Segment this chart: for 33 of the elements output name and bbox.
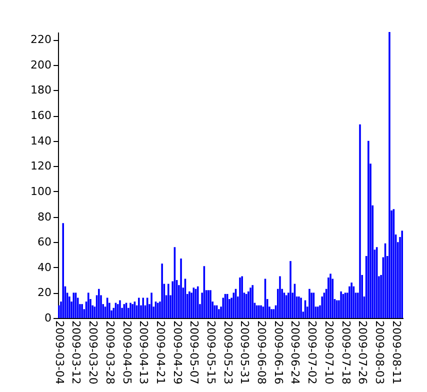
y-tick-label: 40 — [38, 260, 52, 274]
y-tick-label: 120 — [30, 160, 52, 173]
x-tick-label: 2009-05-15 — [204, 320, 218, 384]
x-tick-label: 2009-05-31 — [238, 320, 252, 384]
x-tick-label: 2009-04-29 — [170, 320, 184, 384]
x-tick-label: 2009-04-21 — [154, 320, 167, 384]
x-tick-label: 2009-05-07 — [188, 320, 201, 384]
y-tick-label: 220 — [30, 33, 52, 46]
x-tick-label: 2009-04-13 — [137, 320, 150, 384]
x-tick-label: 2009-03-20 — [86, 320, 100, 384]
x-tick-label: 2009-05-23 — [221, 320, 234, 384]
y-tick-label: 140 — [30, 134, 52, 148]
y-tick-label: 100 — [30, 184, 52, 198]
x-tick-label: 2009-03-12 — [70, 320, 83, 384]
y-tick-label: 0 — [44, 312, 52, 324]
x-tick-label: 2009-07-26 — [356, 320, 370, 384]
y-tick-label: 180 — [30, 84, 52, 97]
x-tick-label: 2009-03-28 — [103, 320, 116, 384]
x-tick-label: 2009-08-11 — [390, 320, 403, 384]
x-tick-label: 2009-07-02 — [306, 320, 319, 384]
x-tick-label: 2009-07-10 — [322, 320, 336, 384]
x-tick-label: 2009-06-24 — [288, 320, 302, 384]
y-tick-label: 160 — [30, 109, 52, 122]
y-tick-label: 200 — [30, 58, 52, 72]
x-tick-label: 2009-03-04 — [52, 320, 66, 384]
x-tick-label: 2009-08-03 — [372, 320, 386, 384]
y-tick-label: 60 — [38, 236, 52, 249]
y-tick-label: 20 — [38, 286, 52, 300]
y-tick-label: 80 — [38, 210, 52, 224]
x-tick-label: 2009-07-18 — [339, 320, 352, 384]
x-tick-label: 2009-06-08 — [255, 320, 268, 384]
x-tick-label: 2009-04-05 — [120, 320, 134, 384]
x-tick-label: 2009-06-16 — [272, 320, 285, 384]
